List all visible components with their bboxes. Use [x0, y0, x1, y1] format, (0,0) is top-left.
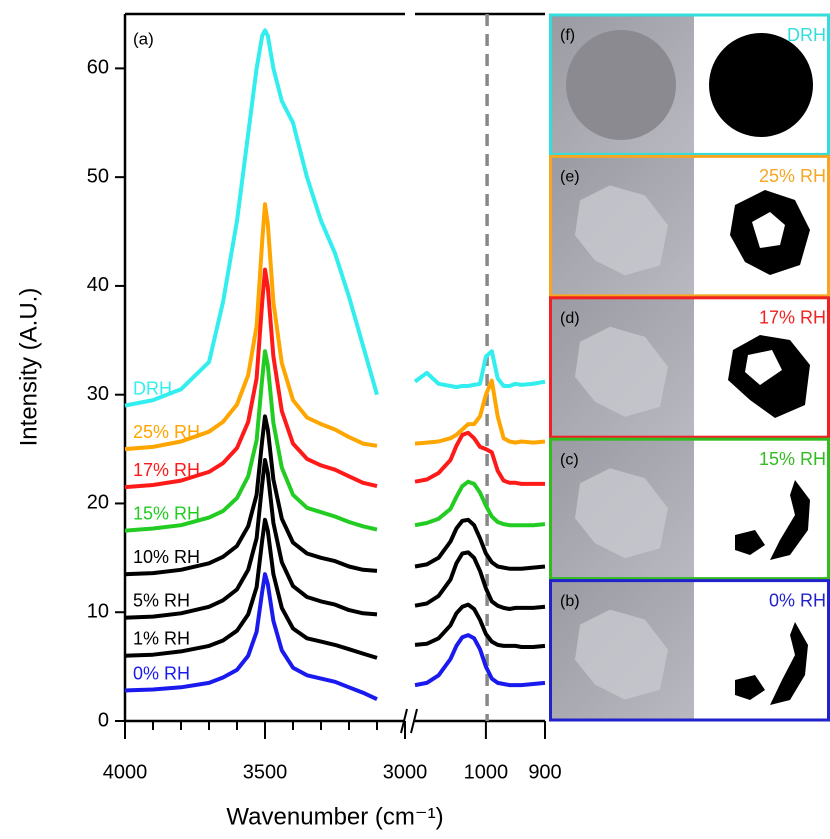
panel-border — [549, 437, 830, 581]
image-panel: (c) 15% RH — [549, 437, 830, 581]
series-label: 15% RH — [133, 503, 200, 523]
particle — [566, 30, 676, 140]
series-label: 25% RH — [133, 422, 200, 442]
series-label: 10% RH — [133, 547, 200, 567]
image-panel: (f) DRH — [549, 13, 830, 156]
axis-break — [410, 708, 418, 734]
mask-shape — [730, 190, 810, 275]
image-panel: (d) 17% RH — [549, 296, 830, 439]
panel-label: 17% RH — [759, 308, 826, 328]
panel-border — [549, 579, 830, 722]
panel-label: 15% RH — [759, 449, 826, 469]
panel-letter: (e) — [560, 169, 580, 186]
spectrum-line — [124, 517, 378, 660]
x-tick-label: 4000 — [103, 761, 148, 783]
particle — [575, 326, 668, 417]
mask-shape — [709, 33, 813, 137]
y-tick-label: 30 — [87, 383, 109, 405]
spectrum-line — [124, 349, 378, 533]
particle — [575, 609, 668, 700]
spectrum-line — [124, 458, 378, 620]
spectrum-line — [124, 202, 378, 452]
spectrum-line — [414, 517, 546, 571]
y-tick-label: 10 — [87, 601, 109, 623]
series-label: DRH — [133, 378, 172, 398]
panel-letter: (c) — [560, 451, 579, 468]
spectrum-line — [124, 414, 378, 577]
y-tick-label: 20 — [87, 492, 109, 514]
spectrum-line — [124, 572, 378, 702]
spectrum-line — [414, 479, 546, 528]
image-panel: (e) 25% RH — [549, 154, 830, 298]
panel-letter: (d) — [560, 310, 580, 327]
panel-label: (a) — [133, 29, 154, 48]
spectrum-line — [414, 633, 546, 688]
mask-shape — [735, 622, 808, 705]
panel-border — [549, 296, 830, 439]
spectrum-line — [414, 550, 546, 611]
x-tick-label: 900 — [528, 761, 561, 783]
y-tick-label: 40 — [87, 274, 109, 296]
mask-shape — [735, 480, 810, 560]
x-tick-label: 1000 — [464, 761, 509, 783]
spectrum-line — [414, 430, 545, 486]
spectrum-line — [413, 349, 546, 390]
x-tick-label: 3500 — [243, 761, 288, 783]
series-label: 1% RH — [133, 628, 190, 648]
spectrum-line — [414, 602, 546, 649]
panel-border — [549, 154, 830, 298]
spectrum-line — [124, 267, 378, 490]
spectrum-line — [124, 28, 379, 408]
series-label: 17% RH — [133, 460, 200, 480]
panel-border — [549, 13, 830, 156]
panel-label: 0% RH — [769, 590, 826, 610]
series-label: 0% RH — [133, 663, 190, 683]
series-label: 5% RH — [133, 590, 190, 610]
x-axis-title: Wavenumber (cm⁻¹) — [226, 803, 443, 830]
x-tick-label: 3000 — [383, 761, 428, 783]
image-panel: (b) 0% RH — [549, 579, 830, 722]
y-tick-label: 60 — [87, 57, 109, 79]
panel-letter: (b) — [560, 593, 580, 610]
panel-label: DRH — [787, 25, 826, 45]
mask-shape — [728, 335, 810, 418]
spectrum-line — [414, 378, 546, 446]
axis-break — [400, 708, 408, 734]
y-tick-label: 50 — [87, 165, 109, 187]
panel-letter: (f) — [560, 27, 575, 44]
panel-label: 25% RH — [759, 166, 826, 186]
particle — [575, 468, 668, 559]
particle — [575, 185, 668, 276]
y-axis-title: Intensity (A.U.) — [15, 288, 42, 447]
y-tick-label: 0 — [98, 709, 109, 731]
